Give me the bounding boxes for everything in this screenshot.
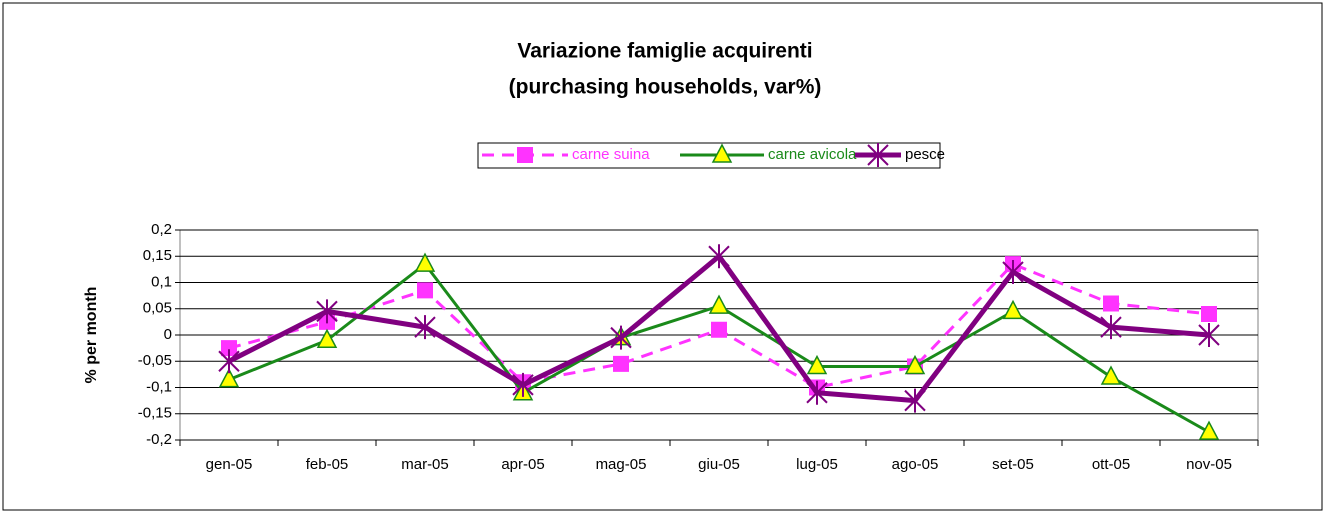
legend-label: carne avicola — [768, 146, 857, 163]
marker — [1002, 299, 1024, 320]
x-tick-label: giu-05 — [698, 456, 740, 473]
marker — [708, 244, 730, 269]
marker — [867, 143, 889, 167]
chart-subtitle: (purchasing households, var%) — [509, 76, 822, 99]
x-tick-label: ott-05 — [1092, 456, 1130, 473]
x-tick-label: mag-05 — [596, 456, 647, 473]
x-tick-label: gen-05 — [206, 456, 253, 473]
x-tick-label: feb-05 — [306, 456, 349, 473]
y-tick-label: -0,2 — [146, 431, 172, 448]
marker — [711, 143, 733, 163]
marker — [316, 299, 338, 324]
marker — [1103, 295, 1119, 312]
marker — [414, 315, 436, 340]
marker — [512, 372, 534, 397]
marker — [708, 294, 730, 314]
y-tick-label: 0,05 — [143, 300, 172, 317]
marker — [904, 388, 926, 413]
marker — [414, 252, 436, 272]
marker — [613, 355, 629, 372]
y-tick-label: 0 — [164, 326, 172, 343]
y-tick-label: 0,15 — [143, 247, 172, 264]
marker — [610, 325, 632, 350]
marker — [1198, 420, 1220, 440]
y-tick-label: -0,05 — [138, 352, 172, 369]
marker — [221, 340, 237, 357]
y-tick-label: 0,2 — [151, 221, 172, 238]
legend-label: carne suina — [572, 146, 650, 163]
x-tick-label: nov-05 — [1186, 456, 1232, 473]
marker — [806, 354, 828, 375]
marker — [1002, 260, 1024, 284]
y-tick-label: 0,1 — [151, 273, 172, 290]
marker — [517, 147, 533, 163]
y-tick-label: -0,1 — [146, 378, 172, 395]
x-tick-label: lug-05 — [796, 456, 838, 473]
chart-title: Variazione famiglie acquirenti — [517, 40, 812, 63]
marker — [1201, 306, 1217, 322]
marker — [1198, 323, 1220, 347]
y-tick-label: -0,15 — [138, 405, 172, 422]
x-tick-label: set-05 — [992, 456, 1034, 473]
marker — [1100, 365, 1122, 385]
marker — [806, 380, 828, 405]
x-tick-label: ago-05 — [892, 456, 939, 473]
marker — [904, 354, 926, 375]
legend-label: pesce — [905, 146, 945, 163]
marker — [1100, 315, 1122, 340]
marker — [218, 368, 240, 388]
marker — [711, 321, 727, 338]
y-axis-label: % per month — [83, 287, 100, 384]
marker — [316, 328, 338, 348]
marker — [218, 349, 240, 374]
x-tick-label: apr-05 — [501, 456, 544, 473]
marker — [417, 282, 433, 299]
x-tick-label: mar-05 — [401, 456, 449, 473]
